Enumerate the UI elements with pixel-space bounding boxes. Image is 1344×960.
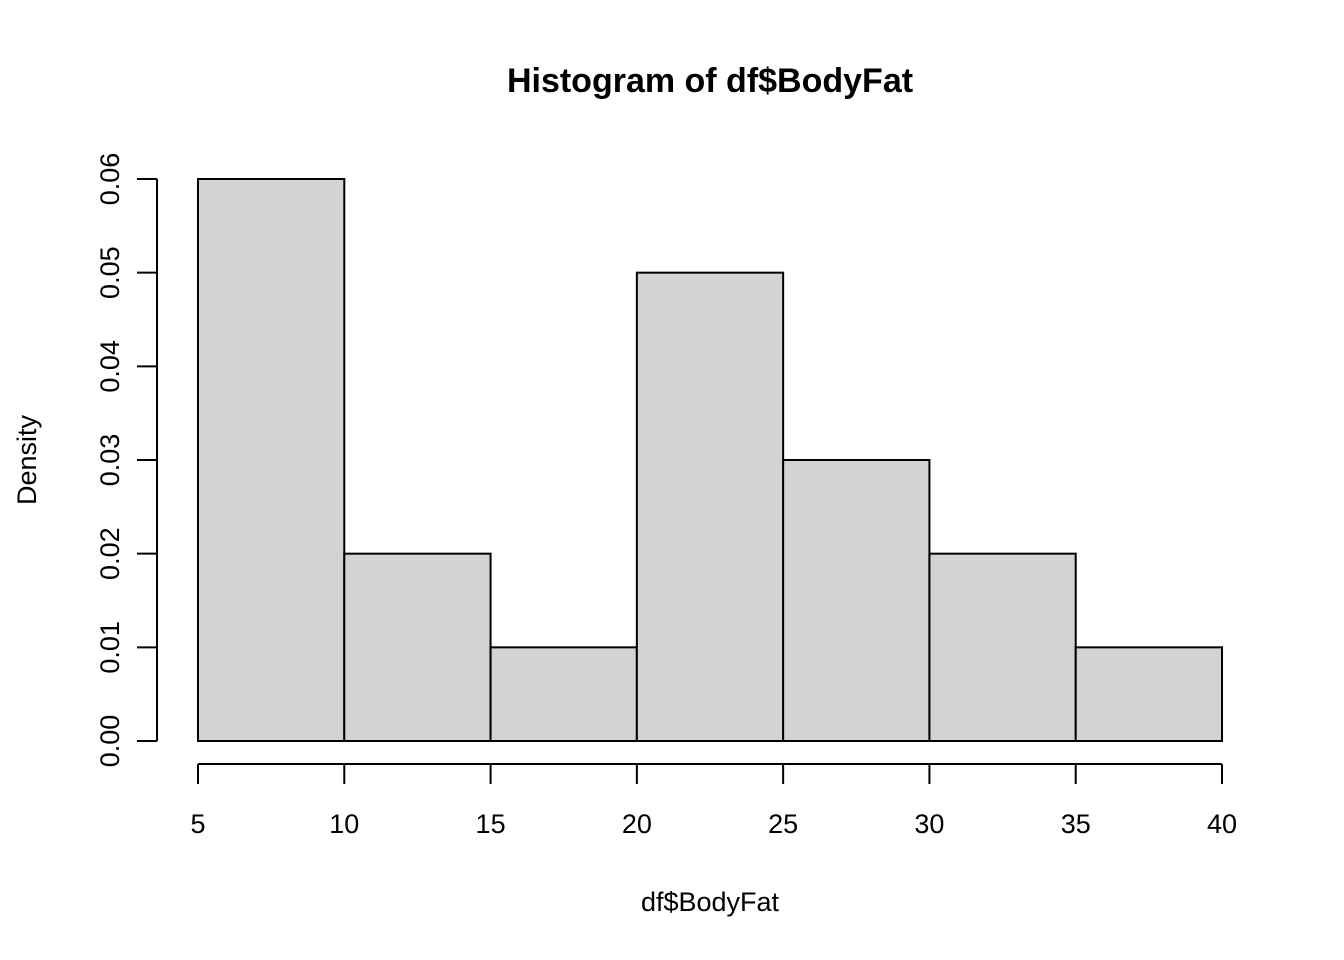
x-tick-label: 30 [914, 809, 944, 839]
y-tick-label: 0.06 [95, 153, 125, 206]
x-tick-label: 15 [476, 809, 506, 839]
x-tick-label: 10 [329, 809, 359, 839]
histogram-bar-3 [635, 271, 785, 742]
x-tick-label: 20 [622, 809, 652, 839]
y-tick-label: 0.02 [95, 527, 125, 580]
y-axis: 0.00 0.01 0.02 0.03 0.04 0.05 0.06 [95, 153, 158, 768]
bars-group [197, 178, 1223, 743]
x-tick-label: 5 [190, 809, 205, 839]
histogram-bar-0 [197, 178, 346, 742]
y-tick-label: 0.04 [95, 340, 125, 393]
histogram-bar-2 [489, 646, 638, 742]
histogram-bar-1 [343, 552, 492, 743]
x-axis: 5 10 15 20 25 30 35 40 [190, 763, 1237, 839]
x-tick-label: 25 [768, 809, 798, 839]
chart-title: Histogram of df$BodyFat [507, 62, 913, 100]
x-axis-label: df$BodyFat [641, 887, 780, 917]
y-tick-label: 0.03 [95, 434, 125, 487]
y-axis-label: Density [12, 414, 42, 505]
histogram-bar-4 [782, 459, 931, 742]
histogram-bar-6 [1074, 646, 1223, 742]
histogram-bar-5 [928, 552, 1077, 743]
x-tick-label: 40 [1207, 809, 1237, 839]
x-tick-label: 35 [1061, 809, 1091, 839]
y-tick-label: 0.01 [95, 621, 125, 674]
y-tick-label: 0.00 [95, 715, 125, 768]
y-tick-label: 0.05 [95, 246, 125, 299]
